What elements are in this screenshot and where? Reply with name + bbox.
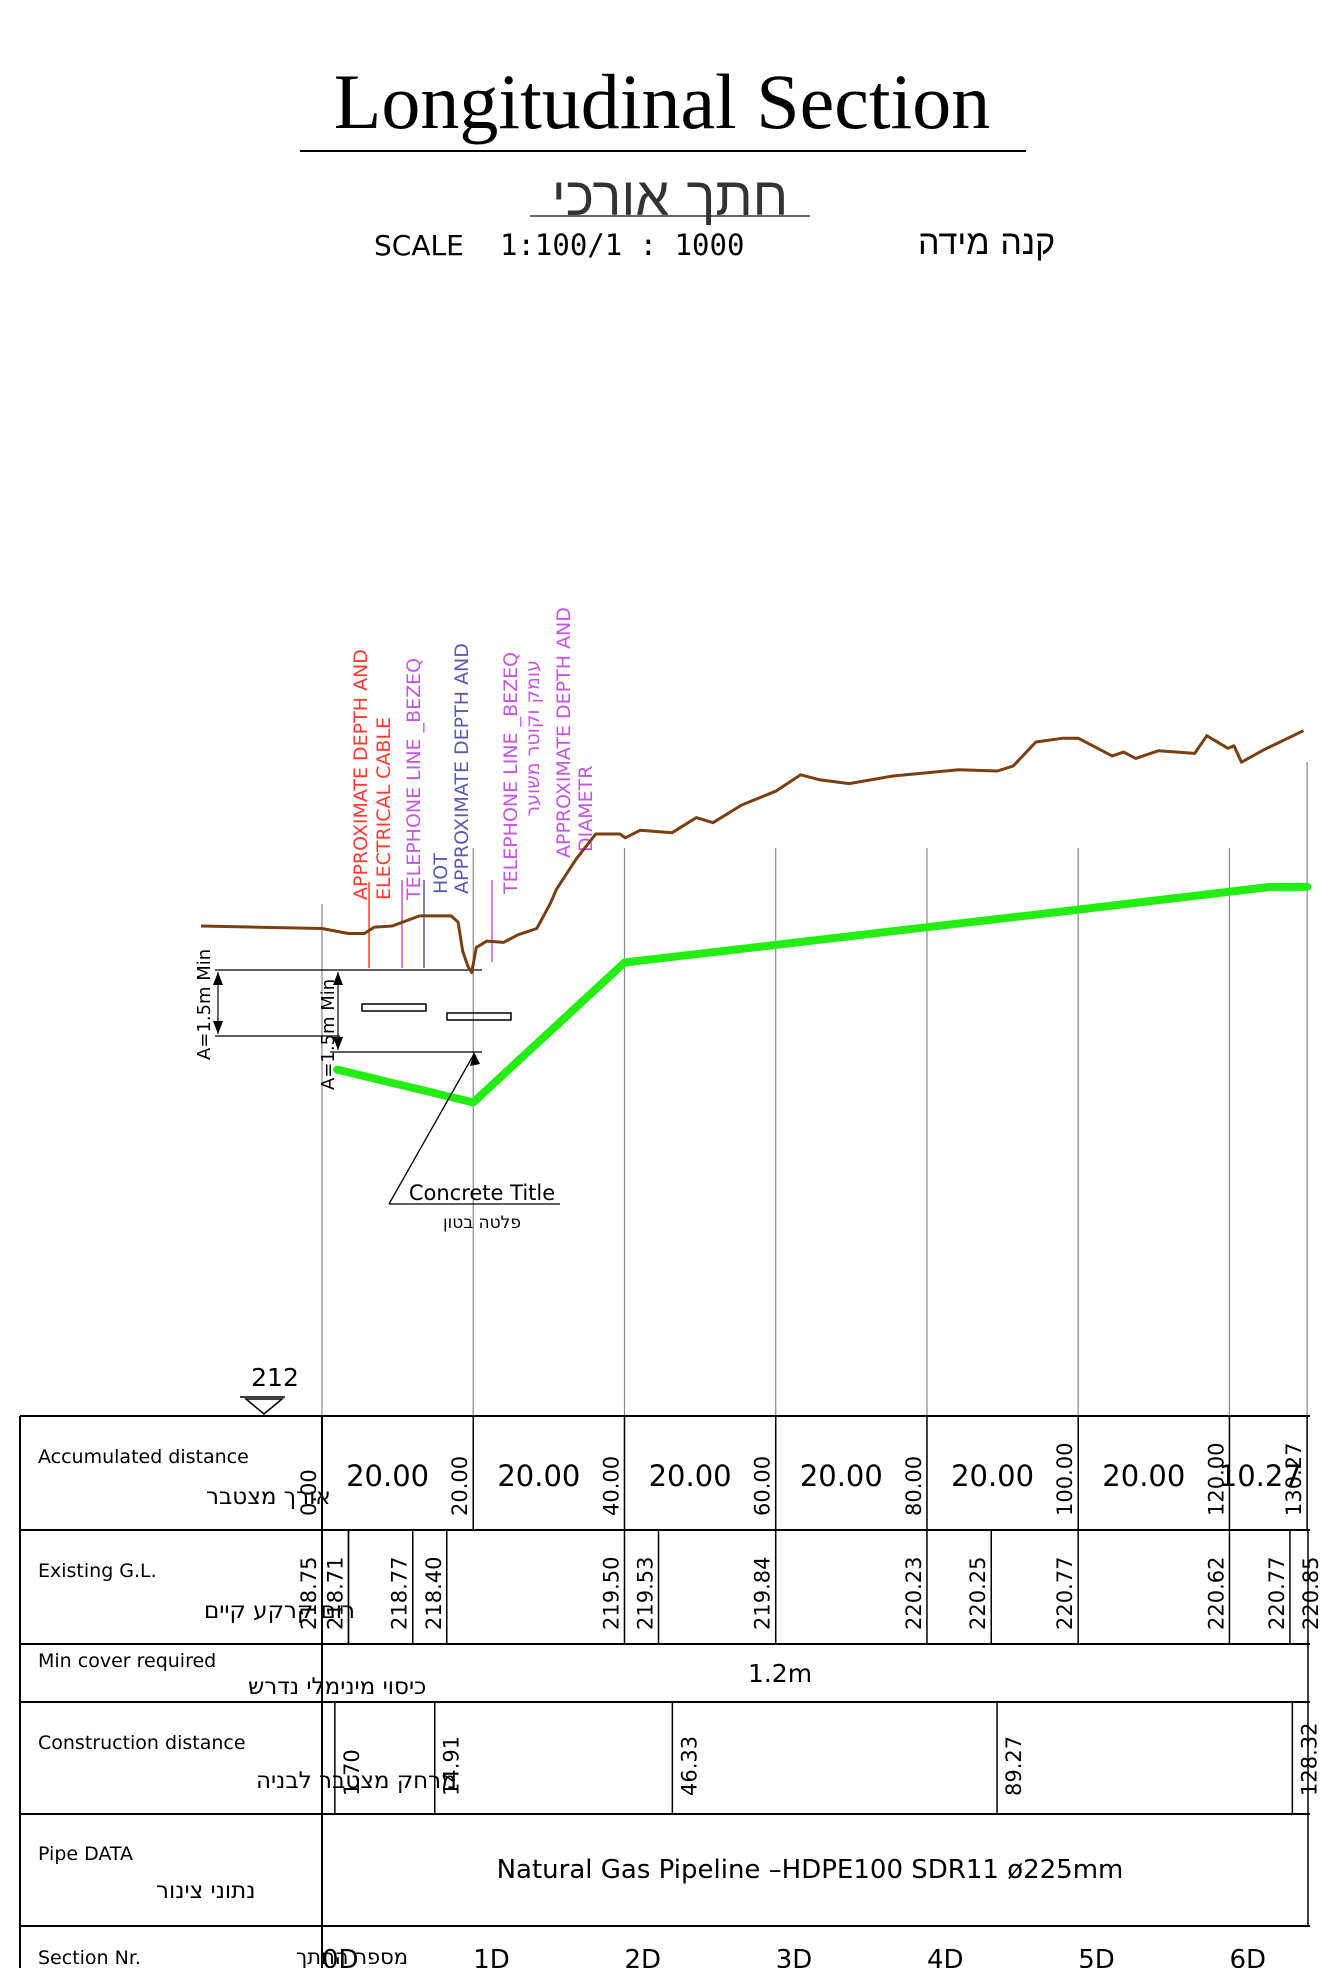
existing-gl-1: 218.71 bbox=[323, 1557, 347, 1630]
accum-station-4: 80.00 bbox=[902, 1456, 926, 1516]
concrete-title-label: Concrete Title bbox=[409, 1181, 555, 1205]
row-label-construction-he: מרחק מצטבר לבניה bbox=[256, 1768, 457, 1794]
min-cover-value: 1.2m bbox=[748, 1659, 812, 1688]
section-nr-0: 0D bbox=[322, 1945, 359, 1968]
row-label-accumulated-he: אורך מצטבר bbox=[206, 1484, 331, 1510]
row-label-section-nr: Section Nr. bbox=[38, 1947, 141, 1968]
row-label-existing-gl-he: רום קרקע קיים bbox=[204, 1598, 355, 1624]
existing-gl-9: 220.77 bbox=[1053, 1557, 1077, 1630]
cover-dimension-outer: A=1.5m Min bbox=[194, 949, 340, 1060]
utility-label-3: TELEPHONE LINE _BEZEQ bbox=[403, 658, 425, 901]
section-nr-6: 6D bbox=[1229, 1945, 1266, 1968]
row-label-existing-gl: Existing G.L. bbox=[38, 1560, 157, 1582]
accum-station-5: 100.00 bbox=[1053, 1443, 1077, 1516]
electrical-cable-section bbox=[361, 1003, 427, 1012]
existing-gl-5: 219.53 bbox=[634, 1557, 658, 1630]
drawing-title-hebrew: חתך אורכי bbox=[552, 165, 788, 228]
existing-gl-12: 220.85 bbox=[1299, 1557, 1323, 1630]
utility-label-9: DIAMETR bbox=[575, 766, 597, 852]
existing-gl-3: 218.40 bbox=[422, 1557, 446, 1630]
accum-station-3: 60.00 bbox=[751, 1456, 775, 1516]
section-nr-3: 3D bbox=[776, 1945, 813, 1968]
utility-labels: APPROXIMATE DEPTH AND ELECTRICAL CABLE T… bbox=[350, 607, 597, 901]
drawing-title: Longitudinal Section bbox=[334, 58, 990, 145]
existing-gl-10: 220.62 bbox=[1204, 1557, 1228, 1630]
accum-segment-2: 20.00 bbox=[649, 1459, 732, 1493]
existing-gl-8: 220.25 bbox=[966, 1557, 990, 1630]
row-label-pipe-data: Pipe DATA bbox=[38, 1843, 133, 1865]
row-label-min-cover-he: כיסוי מינימלי נדרש bbox=[248, 1674, 426, 1700]
existing-gl-7: 220.23 bbox=[902, 1557, 926, 1630]
section-nr-4: 4D bbox=[927, 1945, 964, 1968]
accum-station-7: 130.27 bbox=[1282, 1443, 1306, 1516]
construction-distance-2: 46.33 bbox=[677, 1736, 701, 1796]
existing-gl-0: 218.75 bbox=[297, 1557, 321, 1630]
accum-station-2: 40.00 bbox=[599, 1456, 623, 1516]
accum-segment-1: 20.00 bbox=[497, 1459, 580, 1493]
datum-marker: 212 bbox=[240, 1363, 299, 1415]
utility-label-6: TELEPHONE LINE _BEZEQ bbox=[500, 652, 522, 895]
utility-label-8: APPROXIMATE DEPTH AND bbox=[553, 607, 575, 858]
table-generated-cells: 0.00 20.00 40.00 60.00 80.00 100.00 120.00 130.… bbox=[297, 1416, 1323, 1968]
section-nr-2: 2D bbox=[624, 1945, 661, 1968]
gas-pipeline-profile bbox=[333, 882, 1312, 1107]
accum-segment-6: 10.27 bbox=[1219, 1459, 1302, 1493]
accum-station-1: 20.00 bbox=[448, 1456, 472, 1516]
existing-gl-2: 218.77 bbox=[388, 1557, 412, 1630]
utility-label-7: עומק וקוטר משוער bbox=[522, 660, 544, 817]
utility-label-2: ELECTRICAL CABLE bbox=[373, 717, 395, 900]
accum-segment-0: 20.00 bbox=[346, 1459, 429, 1493]
row-label-min-cover: Min cover required bbox=[38, 1650, 216, 1672]
scale-prefix: SCALE bbox=[374, 229, 464, 262]
telephone-line-section bbox=[446, 1012, 512, 1021]
pipe-data-value: Natural Gas Pipeline –HDPE100 SDR11 ø225… bbox=[497, 1855, 1124, 1885]
row-label-section-nr-he: מספר החתך bbox=[296, 1945, 408, 1968]
existing-gl-11: 220.77 bbox=[1265, 1557, 1289, 1630]
construction-distance-4: 128.32 bbox=[1297, 1723, 1321, 1796]
scale-hebrew: קנה מידה bbox=[918, 223, 1055, 263]
datum-value: 212 bbox=[251, 1363, 299, 1392]
utility-label-5: APPROXIMATE DEPTH AND bbox=[451, 643, 473, 894]
concrete-title-hebrew: פלטה בטון bbox=[443, 1213, 521, 1233]
accum-segment-4: 20.00 bbox=[951, 1459, 1034, 1493]
existing-gl-6: 219.84 bbox=[751, 1557, 775, 1630]
accum-station-6: 120.00 bbox=[1204, 1443, 1228, 1516]
construction-distance-3: 89.27 bbox=[1002, 1736, 1026, 1796]
section-nr-5: 5D bbox=[1078, 1945, 1115, 1968]
row-label-accumulated: Accumulated distance bbox=[38, 1446, 249, 1468]
construction-distance-1: 14.91 bbox=[440, 1736, 464, 1796]
cover-dimension-inner: A=1.5m Min bbox=[318, 969, 482, 1090]
utility-crossings bbox=[361, 880, 512, 1021]
profile-data-table: Accumulated distance אורך מצטבר Existing… bbox=[19, 1415, 1323, 1968]
dim-outer-label: A=1.5m Min bbox=[194, 949, 215, 1060]
construction-distance-0: 1.70 bbox=[340, 1749, 364, 1796]
utility-label-1: APPROXIMATE DEPTH AND bbox=[350, 649, 372, 900]
row-label-pipe-data-he: נתוני צינור bbox=[156, 1878, 256, 1904]
concrete-title-callout: Concrete Title פלטה בטון bbox=[388, 1052, 560, 1233]
row-label-construction: Construction distance bbox=[38, 1732, 246, 1754]
accum-station-0: 0.00 bbox=[297, 1469, 321, 1516]
existing-ground-line bbox=[200, 729, 1305, 975]
dim-inner-label: A=1.5m Min bbox=[318, 979, 339, 1090]
accum-segment-3: 20.00 bbox=[800, 1459, 883, 1493]
accum-segment-5: 20.00 bbox=[1102, 1459, 1185, 1493]
section-nr-1: 1D bbox=[473, 1945, 510, 1968]
scale-value: 1:100/1 : 1000 bbox=[500, 228, 744, 262]
existing-gl-4: 219.50 bbox=[599, 1557, 623, 1630]
utility-label-4: HOT bbox=[430, 853, 452, 894]
